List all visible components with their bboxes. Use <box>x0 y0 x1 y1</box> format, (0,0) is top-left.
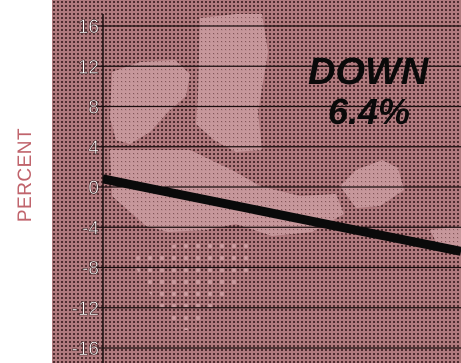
grid-layer <box>95 14 461 363</box>
y-tick-label: -16 <box>72 339 99 360</box>
y-tick-label: 16 <box>78 17 99 38</box>
tick-layer: 16 12 8 4 0 -4 -8 -12 -16 <box>71 17 99 361</box>
y-tick-label: 8 <box>88 98 99 119</box>
y-tick-label: -8 <box>82 259 99 280</box>
background-map-shapes <box>110 14 461 330</box>
y-tick-label: 4 <box>88 138 99 159</box>
y-tick-label: 12 <box>78 57 99 78</box>
annotation-percent: 6.4% <box>328 91 410 132</box>
series-line <box>103 174 461 256</box>
y-tick-label: 0 <box>88 178 99 199</box>
y-tick-label: -12 <box>72 299 99 320</box>
annotation-down: DOWN <box>308 51 430 93</box>
series-layer <box>103 174 461 256</box>
y-tick-label: -4 <box>82 218 99 239</box>
